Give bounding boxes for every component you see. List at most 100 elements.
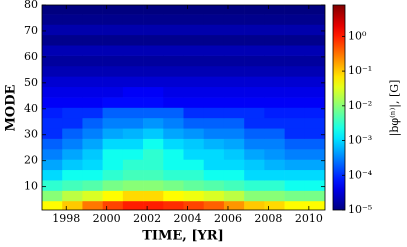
heatmap-cell — [62, 76, 83, 88]
heatmap-cell — [82, 86, 103, 98]
heatmap-cell — [203, 117, 225, 129]
heatmap-cell — [183, 149, 205, 160]
heatmap-cell — [183, 14, 205, 25]
heatmap-cell — [244, 190, 265, 202]
heatmap-cell — [304, 149, 325, 160]
heatmap-cell — [42, 128, 63, 139]
heatmap-cell — [62, 169, 83, 181]
heatmap-cell — [284, 76, 306, 88]
heatmap-cell — [122, 14, 144, 25]
heatmap-cell — [183, 5, 205, 15]
heatmap-cell — [304, 86, 325, 98]
y-tick-label: 80 — [24, 0, 38, 11]
heatmap-cell — [264, 34, 285, 46]
heatmap-cell — [122, 55, 144, 67]
heatmap-cell — [183, 86, 205, 98]
heatmap-cell — [163, 190, 184, 202]
heatmap-cell — [244, 86, 265, 98]
heatmap-cell — [143, 190, 164, 202]
heatmap-cell — [102, 55, 124, 67]
heatmap-cell — [264, 5, 285, 15]
heatmap-cell — [62, 180, 83, 191]
heatmap-cell — [244, 14, 265, 25]
heatmap-cell — [183, 34, 205, 46]
heatmap-cell — [264, 65, 285, 77]
heatmap-cell — [163, 65, 184, 77]
heatmap-cell — [82, 180, 103, 191]
heatmap-cell — [102, 76, 124, 88]
heatmap-cell — [284, 117, 306, 129]
heatmap-cell — [163, 159, 184, 171]
heatmap-cell — [82, 169, 103, 181]
heatmap-cell — [183, 128, 205, 139]
heatmap-cell — [62, 5, 83, 15]
heatmap-cell — [102, 117, 124, 129]
heatmap-cell — [122, 24, 144, 36]
heatmap-cell — [122, 107, 144, 119]
heatmap-cell — [122, 97, 144, 108]
colorbar-tick-label: 10⁰ — [348, 29, 367, 42]
heatmap-cell — [143, 128, 164, 139]
heatmap-cell — [304, 76, 325, 88]
heatmap-cell — [203, 55, 225, 67]
heatmap-cell — [304, 159, 325, 171]
heatmap-cell — [122, 138, 144, 150]
heatmap-cell — [284, 14, 306, 25]
colorbar-tick-label: 10⁻³ — [348, 134, 372, 147]
heatmap-cell — [143, 5, 164, 15]
heatmap-cell — [102, 159, 124, 171]
x-tick-label: 2002 — [133, 212, 161, 225]
heatmap-cell — [244, 65, 265, 77]
heatmap-cell — [203, 107, 225, 119]
heatmap-cell — [244, 159, 265, 171]
heatmap-cell — [223, 107, 245, 119]
heatmap-cell — [304, 190, 325, 202]
y-tick-label: 70 — [24, 24, 38, 37]
heatmap-cell — [122, 149, 144, 160]
heatmap-cell — [284, 97, 306, 108]
heatmap-cell — [102, 169, 124, 181]
heatmap-cell — [244, 76, 265, 88]
heatmap-cell — [244, 117, 265, 129]
heatmap-cell — [102, 34, 124, 46]
heatmap-cell — [143, 14, 164, 25]
heatmap-cell — [62, 190, 83, 202]
heatmap-cell — [203, 76, 225, 88]
heatmap-cell — [203, 169, 225, 181]
heatmap-cell — [304, 97, 325, 108]
heatmap-cell — [284, 149, 306, 160]
heatmap-cell — [264, 86, 285, 98]
heatmap-cell — [163, 149, 184, 160]
heatmap-cell — [62, 159, 83, 171]
heatmap-cell — [223, 76, 245, 88]
heatmap-cell — [42, 14, 63, 25]
heatmap-cell — [163, 34, 184, 46]
heatmap-cell — [264, 180, 285, 191]
heatmap-cell — [163, 117, 184, 129]
heatmap-cell — [122, 45, 144, 56]
heatmap-cell — [143, 65, 164, 77]
heatmap-cell — [304, 14, 325, 25]
heatmap-cell — [304, 200, 325, 210]
heatmap-cell — [163, 200, 184, 210]
heatmap-cell — [284, 34, 306, 46]
heatmap-cell — [102, 97, 124, 108]
heatmap-cell — [143, 117, 164, 129]
heatmap-cell — [264, 149, 285, 160]
heatmap-cell — [284, 200, 306, 210]
heatmap-cell — [163, 76, 184, 88]
x-tick-label: 2004 — [174, 212, 202, 225]
heatmap-cell — [183, 117, 205, 129]
heatmap-cell — [183, 169, 205, 181]
heatmap-cell — [62, 107, 83, 119]
heatmap-cell — [143, 169, 164, 181]
heatmap-cell — [203, 159, 225, 171]
heatmap-cell — [42, 65, 63, 77]
heatmap-cell — [122, 117, 144, 129]
heatmap-cell — [143, 34, 164, 46]
heatmap-cell — [183, 55, 205, 67]
heatmap — [42, 5, 325, 210]
heatmap-cell — [304, 169, 325, 181]
x-tick-label: 2006 — [214, 212, 242, 225]
heatmap-cell — [82, 76, 103, 88]
